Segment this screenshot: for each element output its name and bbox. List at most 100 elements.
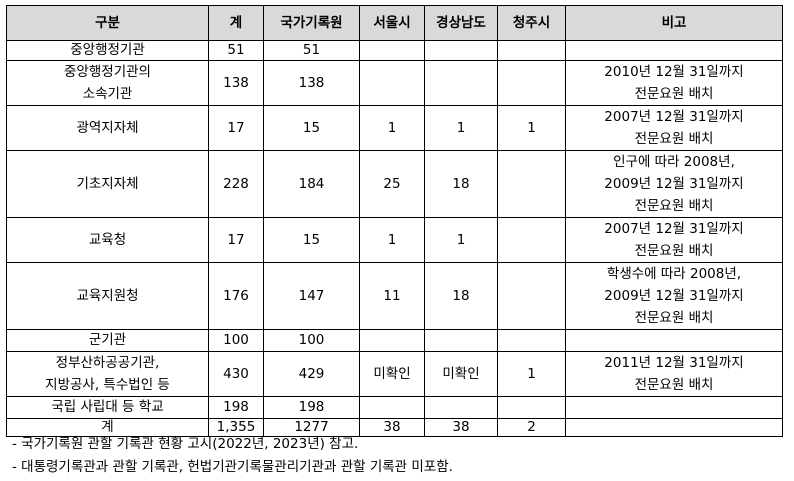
cell-national-archives: 1277: [263, 418, 360, 437]
cell-seoul: [359, 329, 425, 352]
category-line: 기초지자체: [76, 176, 139, 192]
cell-category: 군기관: [6, 329, 209, 352]
note-line: 전문요원 배치: [634, 243, 714, 259]
cell-total: 17: [208, 217, 264, 263]
cell-category: 중앙행정기관: [6, 40, 209, 61]
cell-seoul: [359, 396, 425, 419]
table-row: 중앙행정기관의 소속기관 138 138 2010년 12월 31일까지 전문요원 배치: [6, 60, 783, 106]
category-line: 광역지자체: [76, 120, 139, 136]
category-line: 지방공사, 특수법인 등: [45, 377, 170, 393]
category-line: 소속기관: [82, 86, 133, 102]
cell-seoul: 1: [359, 217, 425, 263]
cell-category: 교육지원청: [6, 262, 209, 330]
table-body: 중앙행정기관 51 51 중앙행정기관의 소속기관 138 138 2010년 12월 31일…: [6, 40, 783, 437]
cell-national-archives: 100: [263, 329, 360, 352]
cell-seoul: [359, 60, 425, 106]
table-row: 중앙행정기관 51 51: [6, 40, 783, 61]
header-national-archives: 국가기록원: [263, 5, 360, 41]
cell-gyeongnam: [424, 40, 498, 61]
cell-cheongju: [497, 40, 566, 61]
table-row: 교육청 17 15 1 1 2007년 12월 31일까지 전문요원 배치: [6, 217, 783, 263]
cell-gyeongnam: 미확인: [424, 351, 498, 397]
note-line: 전문요원 배치: [634, 86, 714, 102]
cell-gyeongnam: 38: [424, 418, 498, 437]
header-total: 계: [208, 5, 264, 41]
note-line: 전문요원 배치: [634, 310, 714, 326]
cell-note: [565, 418, 783, 437]
cell-gyeongnam: 18: [424, 150, 498, 218]
table-row: 광역지자체 17 15 1 1 1 2007년 12월 31일까지 전문요원 배치: [6, 105, 783, 151]
note-line: 2009년 12월 31일까지: [604, 176, 744, 192]
cell-seoul: [359, 40, 425, 61]
cell-category: 정부산하공공기관, 지방공사, 특수법인 등: [6, 351, 209, 397]
cell-cheongju: [497, 60, 566, 106]
note-line: 전문요원 배치: [634, 198, 714, 214]
cell-national-archives: 198: [263, 396, 360, 419]
note-line: 2007년 12월 31일까지: [604, 109, 744, 125]
cell-gyeongnam: [424, 60, 498, 106]
table-row: 정부산하공공기관, 지방공사, 특수법인 등 430 429 미확인 미확인 1 2011년 …: [6, 351, 783, 397]
header-note: 비고: [565, 5, 783, 41]
cell-cheongju: 1: [497, 105, 566, 151]
cell-seoul: 25: [359, 150, 425, 218]
cell-seoul: 1: [359, 105, 425, 151]
category-line: 계: [101, 419, 114, 436]
category-line: 교육지원청: [76, 288, 139, 304]
cell-total: 198: [208, 396, 264, 419]
cell-gyeongnam: 18: [424, 262, 498, 330]
cell-category: 기초지자체: [6, 150, 209, 218]
table-row: 국립 사립대 등 학교 198 198: [6, 396, 783, 419]
cell-cheongju: 1: [497, 351, 566, 397]
cell-note: 2007년 12월 31일까지 전문요원 배치: [565, 105, 783, 151]
category-line: 중앙행정기관의: [64, 64, 151, 80]
cell-total: 100: [208, 329, 264, 352]
cell-national-archives: 138: [263, 60, 360, 106]
cell-cheongju: [497, 262, 566, 330]
table-row: 군기관 100 100: [6, 329, 783, 352]
note-line: 2011년 12월 31일까지: [604, 355, 744, 371]
cell-note: 2007년 12월 31일까지 전문요원 배치: [565, 217, 783, 263]
header-gyeongnam: 경상남도: [424, 5, 498, 41]
header-row: 구분 계 국가기록원 서울시 경상남도 청주시 비고: [6, 5, 783, 41]
cell-category: 계: [6, 418, 209, 437]
cell-category: 교육청: [6, 217, 209, 263]
cell-seoul: 미확인: [359, 351, 425, 397]
table-row: 교육지원청 176 147 11 18 학생수에 따라 2008년, 2009년 12월 3…: [6, 262, 783, 330]
note-line: 학생수에 따라 2008년,: [606, 266, 742, 282]
cell-national-archives: 15: [263, 105, 360, 151]
footnote-2: - 대통령기록관과 관할 기록관, 헌법기관기록물관리기관과 관할 기록관 미포…: [12, 459, 453, 475]
cell-gyeongnam: 1: [424, 105, 498, 151]
cell-national-archives: 147: [263, 262, 360, 330]
cell-national-archives: 184: [263, 150, 360, 218]
note-line: 2009년 12월 31일까지: [604, 288, 744, 304]
header-category: 구분: [6, 5, 209, 41]
cell-total: 228: [208, 150, 264, 218]
category-line: 군기관: [88, 332, 127, 348]
records-table: 구분 계 국가기록원 서울시 경상남도 청주시 비고 중앙행정기관 51 51 중앙행정기관의 소속…: [6, 5, 783, 437]
category-line: 국립 사립대 등 학교: [51, 399, 164, 415]
note-line: 전문요원 배치: [634, 377, 714, 393]
cell-cheongju: [497, 329, 566, 352]
cell-cheongju: [497, 217, 566, 263]
category-line: 중앙행정기관: [70, 42, 145, 58]
footnotes: - 국가기록원 관할 기록관 현황 고시(2022년, 2023년) 참고. -…: [12, 433, 453, 479]
cell-category: 국립 사립대 등 학교: [6, 396, 209, 419]
header-cheongju: 청주시: [497, 5, 566, 41]
category-line: 정부산하공공기관,: [55, 355, 160, 371]
cell-seoul: 38: [359, 418, 425, 437]
cell-note: 인구에 따라 2008년, 2009년 12월 31일까지 전문요원 배치: [565, 150, 783, 218]
cell-gyeongnam: 1: [424, 217, 498, 263]
cell-national-archives: 429: [263, 351, 360, 397]
category-line: 교육청: [88, 232, 127, 248]
header-seoul: 서울시: [359, 5, 425, 41]
cell-cheongju: [497, 396, 566, 419]
cell-national-archives: 15: [263, 217, 360, 263]
table-row: 계 1,355 1277 38 38 2: [6, 418, 783, 437]
table-row: 기초지자체 228 184 25 18 인구에 따라 2008년, 2009년 12월 31…: [6, 150, 783, 218]
cell-gyeongnam: [424, 329, 498, 352]
note-line: 2010년 12월 31일까지: [604, 64, 744, 80]
cell-total: 176: [208, 262, 264, 330]
